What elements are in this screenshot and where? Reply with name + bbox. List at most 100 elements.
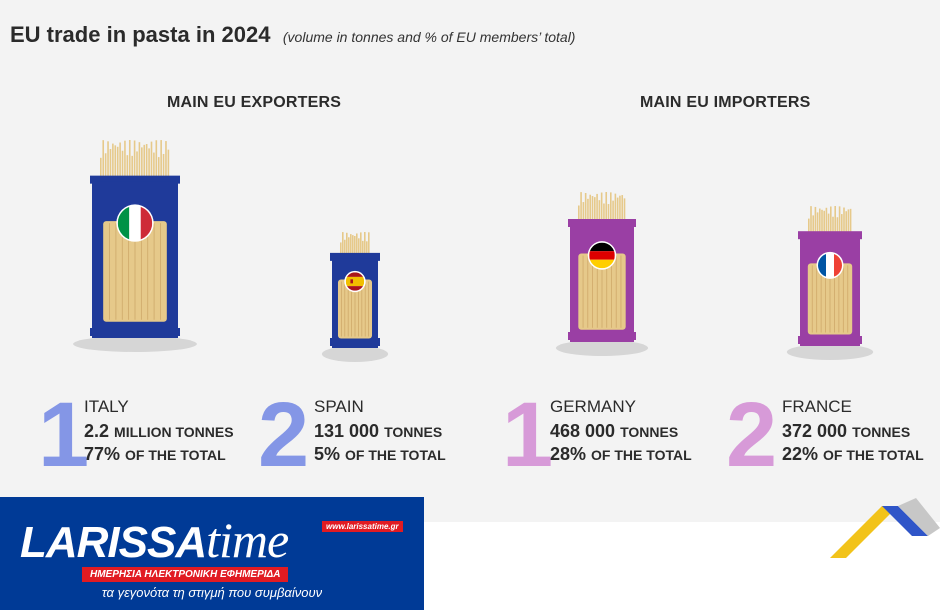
stat-info: SPAIN 131 000 TONNES 5% OF THE TOTAL	[314, 396, 446, 468]
share-value: 77%	[84, 444, 121, 464]
rank-number: 1	[502, 384, 554, 486]
amount-value: 131 000	[314, 421, 380, 441]
pasta-stick	[128, 140, 131, 180]
pasta-stick	[356, 233, 358, 257]
pasta-stick	[812, 215, 814, 236]
bag-shadow	[786, 344, 874, 360]
share-line: 28% OF THE TOTAL	[550, 441, 692, 468]
amount-unit: TONNES	[620, 424, 679, 440]
pasta-stick	[819, 208, 821, 236]
pasta-stick	[600, 192, 603, 223]
pasta-stick	[623, 198, 626, 223]
pasta-stick	[358, 238, 360, 257]
pasta-stick	[354, 235, 356, 257]
pasta-stick	[603, 203, 605, 223]
pasta-stick	[155, 140, 158, 180]
pasta-stick	[827, 213, 830, 236]
pasta-stick	[124, 140, 126, 180]
pasta-stick	[100, 157, 102, 180]
pasta-stick	[368, 232, 370, 257]
rank-number: 2	[726, 384, 778, 486]
pasta-stick	[816, 212, 819, 236]
bag-shadow	[321, 346, 389, 362]
pasta-stick	[131, 155, 133, 180]
pasta-stick	[605, 192, 608, 223]
bag-shadow	[555, 340, 649, 356]
country-name: SPAIN	[314, 397, 364, 416]
pasta-bag-france	[786, 206, 874, 360]
pasta-stick	[348, 237, 350, 257]
amount-line: 468 000 TONNES	[550, 418, 692, 445]
pasta-stick	[596, 193, 598, 223]
pasta-stick	[148, 148, 150, 180]
pasta-stick	[153, 152, 155, 180]
pasta-stick	[102, 140, 105, 180]
importers-heading: MAIN EU IMPORTERS	[640, 94, 811, 111]
amount-unit: TONNES	[384, 424, 443, 440]
pasta-stick	[104, 153, 107, 180]
chart-title: EU trade in pasta in 2024	[10, 22, 271, 47]
country-name: ITALY	[84, 397, 129, 416]
pasta-stick	[126, 155, 129, 180]
share-label: OF THE TOTAL	[591, 447, 692, 463]
pasta-stick	[619, 195, 621, 223]
france-flag-icon	[818, 253, 842, 278]
pasta-stick	[612, 200, 614, 223]
brand-logo-main: LARISSA	[20, 518, 207, 567]
brand-url[interactable]: www.larissatime.gr	[322, 521, 403, 532]
pasta-stick	[849, 208, 852, 236]
pasta-stick	[109, 149, 112, 180]
pasta-stick	[342, 232, 344, 257]
pasta-stick	[340, 242, 342, 257]
pasta-stick	[587, 198, 589, 223]
amount-value: 468 000	[550, 421, 616, 441]
pasta-stick	[346, 232, 348, 257]
amount-line: 131 000 TONNES	[314, 418, 446, 445]
pasta-stick	[360, 232, 362, 257]
pasta-stick	[832, 216, 834, 236]
pasta-stick	[350, 234, 352, 257]
share-label: OF THE TOTAL	[125, 447, 226, 463]
pasta-stick	[160, 140, 162, 180]
pasta-stick	[584, 193, 587, 223]
brand-logo-accent: time	[206, 512, 289, 568]
pasta-stick	[810, 206, 812, 236]
pasta-stick	[145, 144, 148, 180]
spain-flag-icon	[345, 272, 365, 291]
bag-shadow	[73, 336, 197, 352]
pasta-stick	[119, 142, 121, 180]
pasta-stick	[594, 197, 596, 223]
pasta-stick	[121, 150, 124, 180]
pasta-stick	[808, 218, 810, 236]
bag-top-rim	[330, 252, 380, 261]
pasta-stick	[834, 206, 836, 236]
pasta-stick	[138, 142, 141, 180]
pasta-stick	[107, 141, 109, 180]
pasta-stick	[582, 202, 585, 223]
share-line: 22% OF THE TOTAL	[782, 441, 924, 468]
pasta-stick	[843, 207, 845, 236]
pasta-stick	[823, 210, 825, 236]
amount-unit: MILLION TONNES	[114, 424, 234, 440]
stat-info: FRANCE 372 000 TONNES 22% OF THE TOTAL	[782, 396, 924, 468]
larissatime-logo-block[interactable]: LARISSAtime www.larissatime.gr ΗΜΕΡΗΣΙΑ …	[0, 497, 424, 610]
pasta-bag-italy	[73, 140, 197, 352]
pasta-stick	[616, 197, 619, 223]
share-label: OF THE TOTAL	[823, 447, 924, 463]
pasta-stick	[366, 241, 368, 257]
amount-value: 2.2	[84, 421, 110, 441]
share-label: OF THE TOTAL	[345, 447, 446, 463]
chart-subtitle: (volume in tonnes and % of EU members’ t…	[282, 29, 576, 45]
country-name: FRANCE	[782, 397, 852, 416]
pasta-stick	[162, 153, 165, 180]
pasta-stick	[836, 217, 839, 236]
stat-info: GERMANY 468 000 TONNES 28% OF THE TOTAL	[550, 396, 692, 468]
pasta-stick	[814, 206, 817, 236]
pasta-stick	[847, 209, 850, 236]
brand-logo: LARISSAtime	[20, 511, 289, 569]
share-value: 22%	[782, 444, 819, 464]
pasta-stick	[614, 193, 617, 223]
pasta-stick	[825, 207, 828, 236]
pasta-stick	[589, 194, 592, 223]
share-value: 5%	[314, 444, 341, 464]
